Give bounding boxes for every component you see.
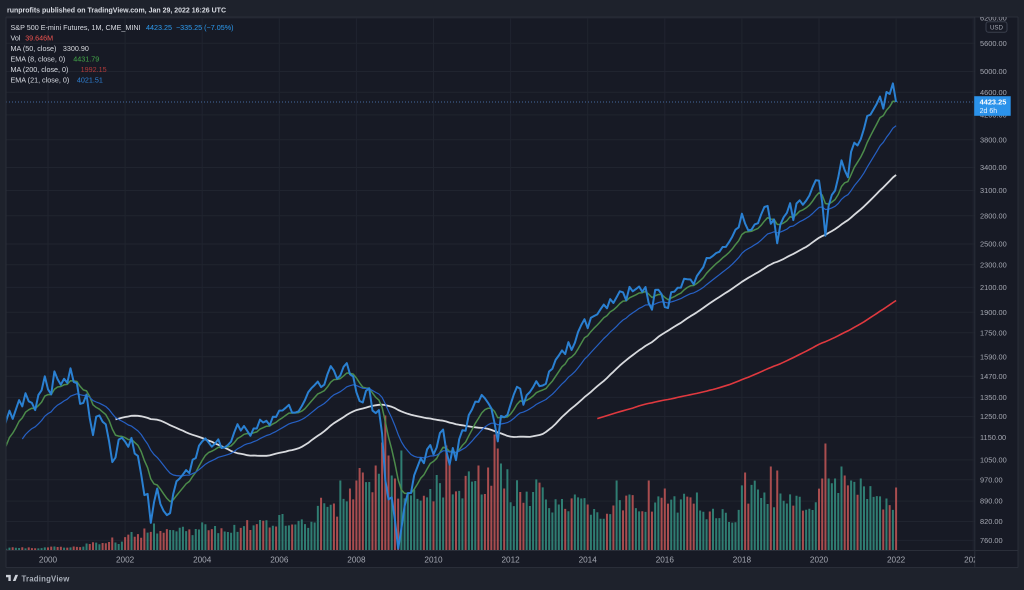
svg-text:2020: 2020 [810,556,829,565]
svg-text:2000: 2000 [39,556,58,565]
svg-text:1590.00: 1590.00 [980,352,1007,361]
svg-text:1250.00: 1250.00 [980,412,1007,421]
svg-text:2d 6h: 2d 6h [980,108,998,115]
svg-text:USD: USD [990,25,1004,32]
svg-text:MA (50, close): MA (50, close) [11,44,57,53]
svg-text:2014: 2014 [579,556,598,565]
svg-text:3300.90: 3300.90 [63,44,89,53]
svg-text:TradingView: TradingView [22,575,71,584]
svg-text:2016: 2016 [656,556,675,565]
svg-text:2008: 2008 [347,556,366,565]
svg-text:EMA (8, close, 0): EMA (8, close, 0) [11,55,66,64]
svg-text:3400.00: 3400.00 [980,163,1007,172]
svg-text:1150.00: 1150.00 [980,433,1006,442]
svg-text:4021.51: 4021.51 [77,76,103,85]
svg-text:2002: 2002 [116,556,135,565]
svg-text:39.646M: 39.646M [25,34,53,43]
svg-text:2006: 2006 [270,556,289,565]
svg-text:1992.15: 1992.15 [81,65,107,74]
svg-text:1350.00: 1350.00 [980,393,1007,402]
svg-text:4431.79: 4431.79 [73,55,99,64]
svg-text:820.00: 820.00 [980,517,1003,526]
svg-text:2018: 2018 [733,556,752,565]
svg-text:2024: 2024 [964,556,983,565]
svg-text:6200.00: 6200.00 [980,14,1007,23]
svg-text:970.00: 970.00 [980,475,1003,484]
svg-text:3800.00: 3800.00 [980,135,1007,144]
svg-text:2012: 2012 [501,556,520,565]
svg-text:5600.00: 5600.00 [980,39,1007,48]
svg-text:2004: 2004 [193,556,212,565]
svg-text:4600.00: 4600.00 [980,88,1007,97]
svg-text:2500.00: 2500.00 [980,240,1007,249]
svg-text:2800.00: 2800.00 [980,211,1007,220]
svg-text:890.00: 890.00 [980,497,1003,506]
svg-text:EMA (21, close, 0): EMA (21, close, 0) [11,76,70,85]
svg-text:4423.25 −335.25 (−7.05%): 4423.25 −335.25 (−7.05%) [146,23,234,32]
svg-text:3100.00: 3100.00 [980,186,1007,195]
svg-text:2022: 2022 [887,556,906,565]
svg-text:runprofits published on Tradin: runprofits published on TradingView.com,… [7,7,226,14]
svg-text:760.00: 760.00 [980,536,1003,545]
svg-text:5000.00: 5000.00 [980,67,1007,76]
svg-text:1470.00: 1470.00 [980,372,1007,381]
svg-text:1750.00: 1750.00 [980,328,1007,337]
svg-text:2100.00: 2100.00 [980,283,1007,292]
svg-text:S&P 500 E-mini Futures, 1M, CM: S&P 500 E-mini Futures, 1M, CME_MINI [11,23,141,32]
svg-text:4423.25: 4423.25 [980,98,1007,107]
svg-text:Vol: Vol [11,34,21,43]
svg-text:2300.00: 2300.00 [980,260,1007,269]
svg-text:1050.00: 1050.00 [980,456,1007,465]
svg-text:1900.00: 1900.00 [980,308,1007,317]
svg-text:2010: 2010 [424,556,443,565]
svg-text:MA (200, close, 0): MA (200, close, 0) [11,65,69,74]
